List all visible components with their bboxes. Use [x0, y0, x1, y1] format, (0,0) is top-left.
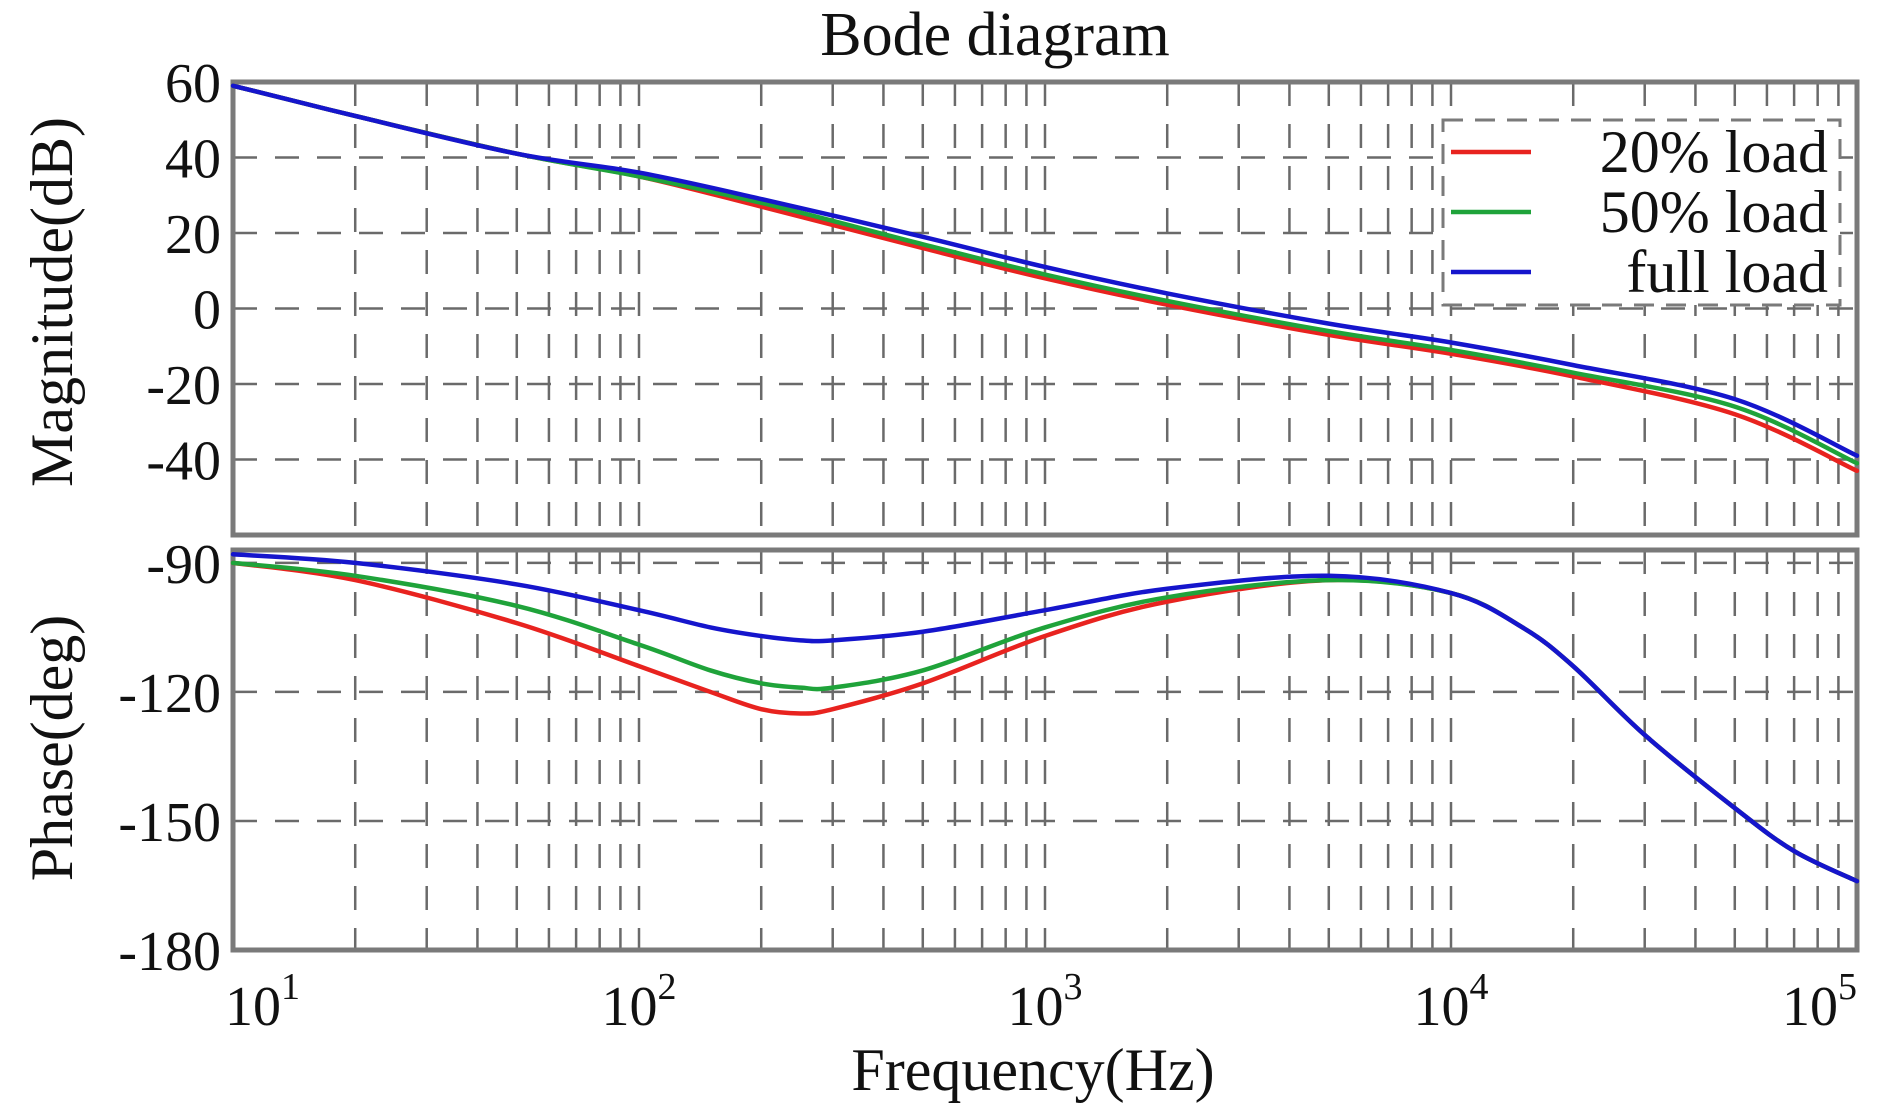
magnitude-plot-frame — [230, 79, 1860, 538]
magnitude-y-axis-label: Magnitude(dB) — [19, 117, 85, 487]
magnitude-y-tick-label: 40 — [165, 129, 221, 191]
x-tick-exponent: 2 — [658, 966, 677, 1008]
phase-y-tick-label: -90 — [146, 534, 221, 596]
magnitude-y-tick-label: 20 — [165, 204, 221, 266]
x-tick-base: 10 — [602, 976, 658, 1038]
magnitude-y-tick-label: -20 — [146, 355, 221, 417]
legend-label: 20% load — [1600, 119, 1828, 185]
x-tick-base: 10 — [1782, 976, 1838, 1038]
phase-grid — [233, 550, 1857, 950]
x-tick-base: 10 — [1008, 976, 1064, 1038]
magnitude-curves — [230, 83, 1860, 474]
chart-title: Bode diagram — [820, 1, 1170, 69]
x-tick-label: 102 — [602, 966, 677, 1038]
x-axis-label: Frequency(Hz) — [851, 1037, 1214, 1103]
x-tick-label: 104 — [1414, 966, 1489, 1038]
phase-plot-frame — [230, 547, 1860, 953]
x-ticks: 101 102 103 104 105 — [225, 966, 1857, 1038]
magnitude-y-tick-label: 60 — [165, 53, 221, 115]
phase-y-axis-label: Phase(deg) — [19, 615, 85, 882]
phase-y-tick-label: -180 — [118, 921, 221, 983]
phase-curves — [230, 552, 1860, 884]
phase-y-ticks: -90 -120 -150 -180 — [118, 534, 221, 983]
x-tick-exponent: 3 — [1064, 966, 1083, 1008]
legend-label: 50% load — [1600, 179, 1828, 245]
x-tick-label: 103 — [1008, 966, 1083, 1038]
x-tick-exponent: 5 — [1838, 966, 1857, 1008]
legend-label: full load — [1626, 239, 1828, 305]
x-tick-exponent: 4 — [1470, 966, 1489, 1008]
x-tick-label: 101 — [225, 966, 300, 1038]
x-tick-base: 10 — [1414, 976, 1470, 1038]
x-tick-exponent: 1 — [281, 966, 300, 1008]
phase-curve-full-load — [230, 552, 1860, 884]
x-tick-base: 10 — [225, 976, 281, 1038]
phase-y-tick-label: -150 — [118, 792, 221, 854]
x-tick-label: 105 — [1782, 966, 1857, 1038]
magnitude-y-ticks: 60 40 20 0 -20 -40 — [146, 53, 221, 493]
magnitude-curve-full-load — [230, 83, 1860, 458]
phase-y-tick-label: -120 — [118, 663, 221, 725]
magnitude-y-tick-label: -40 — [146, 431, 221, 493]
magnitude-y-tick-label: 0 — [193, 280, 221, 342]
